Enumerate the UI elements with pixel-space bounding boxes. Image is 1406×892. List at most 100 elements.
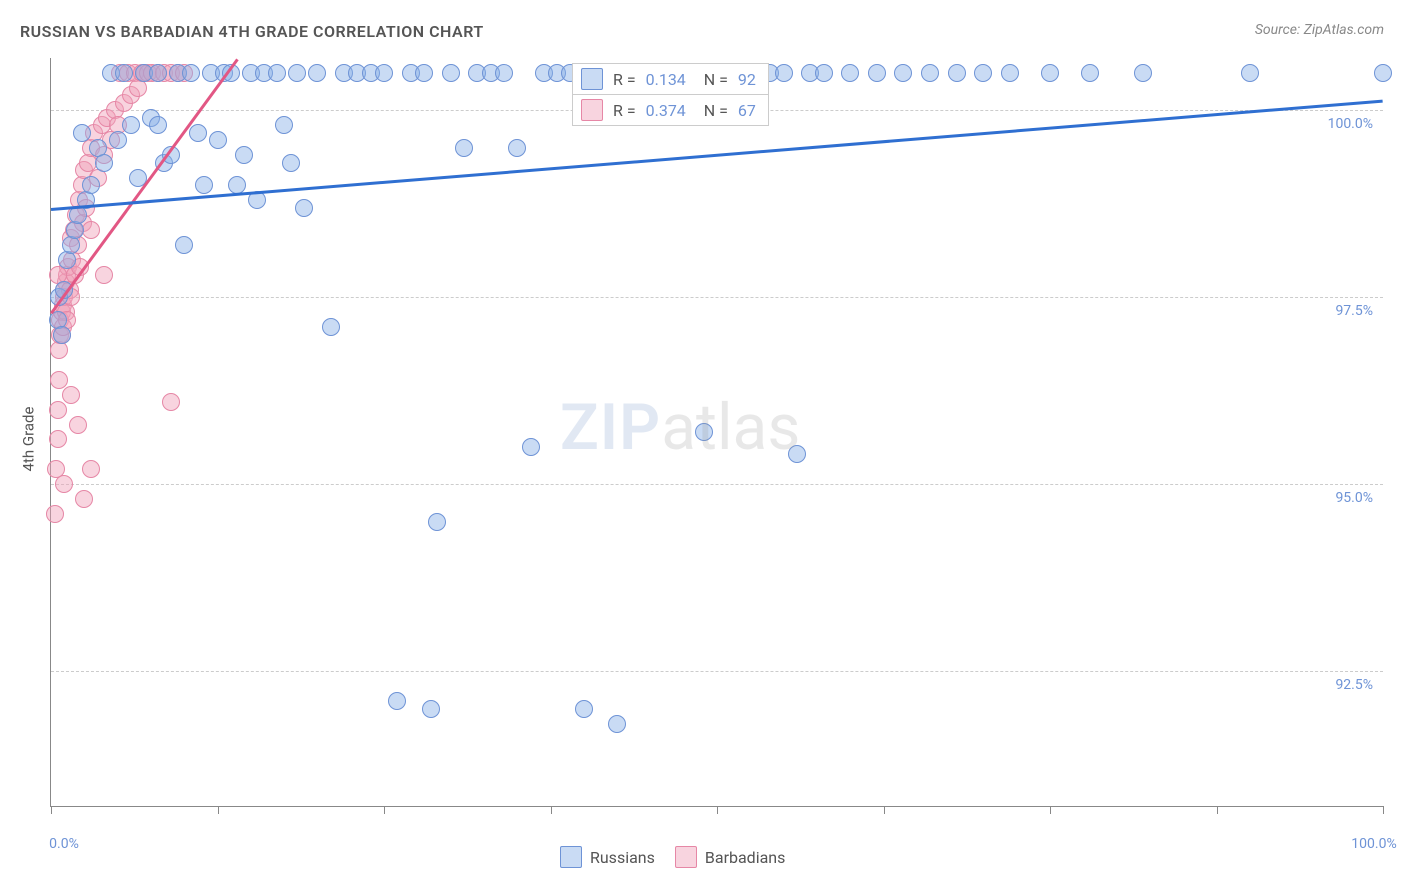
- russians-point: [775, 64, 793, 82]
- russians-point: [1374, 64, 1392, 82]
- russians-point: [841, 64, 859, 82]
- russians-point: [1041, 64, 1059, 82]
- russians-point: [195, 176, 213, 194]
- russians-point: [295, 199, 313, 217]
- russians-point: [788, 445, 806, 463]
- legend-r-label: R =: [613, 70, 636, 89]
- legend-row-barbadians: R = 0.374 N = 67: [573, 94, 768, 125]
- barbadians-point: [62, 386, 80, 404]
- russians-point: [974, 64, 992, 82]
- russians-point: [428, 513, 446, 531]
- correlation-legend: R = 0.134 N = 92 R = 0.374 N = 67: [572, 63, 769, 126]
- barbadians-point: [75, 490, 93, 508]
- russians-point: [508, 139, 526, 157]
- russians-point: [209, 131, 227, 149]
- russians-point: [1241, 64, 1259, 82]
- x-tick: [1217, 806, 1218, 814]
- barbadians-point: [162, 393, 180, 411]
- russians-point: [109, 131, 127, 149]
- russians-point: [149, 64, 167, 82]
- russians-swatch-icon: [581, 68, 603, 90]
- barbadians-swatch-icon: [675, 846, 697, 868]
- russians-point: [288, 64, 306, 82]
- russians-point: [1134, 64, 1152, 82]
- legend-n-label: N =: [696, 70, 728, 89]
- x-tick: [51, 806, 52, 814]
- y-tick-label: 95.0%: [1335, 490, 1373, 506]
- russians-point: [308, 64, 326, 82]
- russians-point: [422, 700, 440, 718]
- russians-swatch-icon: [560, 846, 582, 868]
- y-tick-label: 92.5%: [1335, 677, 1373, 693]
- russians-point: [189, 124, 207, 142]
- russians-point: [894, 64, 912, 82]
- russians-point: [1001, 64, 1019, 82]
- gridline: [51, 297, 1383, 298]
- plot-area: 92.5%95.0%97.5%100.0%: [50, 58, 1383, 807]
- legend-label-barbadians: Barbadians: [705, 848, 786, 867]
- russians-point: [522, 438, 540, 456]
- x-label-min: 0.0%: [49, 836, 79, 852]
- y-axis-label: 4th Grade: [19, 407, 37, 472]
- russians-point: [275, 116, 293, 134]
- russians-point: [268, 64, 286, 82]
- russians-point: [455, 139, 473, 157]
- x-tick: [384, 806, 385, 814]
- barbadians-swatch-icon: [581, 99, 603, 121]
- russians-point: [53, 326, 71, 344]
- x-tick: [1050, 806, 1051, 814]
- legend-r-label: R =: [613, 101, 636, 120]
- russians-point: [1081, 64, 1099, 82]
- source-label: Source: ZipAtlas.com: [1255, 22, 1384, 38]
- legend-n-value-barbadians: 67: [738, 101, 756, 120]
- russians-point: [122, 116, 140, 134]
- russians-point: [375, 64, 393, 82]
- russians-point: [282, 154, 300, 172]
- russians-point: [175, 236, 193, 254]
- legend-n-label: N =: [696, 101, 728, 120]
- gridline: [51, 484, 1383, 485]
- russians-point: [695, 423, 713, 441]
- x-tick: [717, 806, 718, 814]
- russians-point: [82, 176, 100, 194]
- chart-title: RUSSIAN VS BARBADIAN 4TH GRADE CORRELATI…: [20, 22, 484, 41]
- barbadians-point: [55, 475, 73, 493]
- legend-label-russians: Russians: [590, 848, 655, 867]
- russians-point: [73, 124, 91, 142]
- legend-r-value-barbadians: 0.374: [646, 101, 686, 120]
- legend-row-russians: R = 0.134 N = 92: [573, 64, 768, 94]
- russians-point: [115, 64, 133, 82]
- russians-point: [575, 700, 593, 718]
- russians-point: [182, 64, 200, 82]
- legend-item-russians: Russians: [560, 846, 655, 868]
- legend-n-value-russians: 92: [738, 70, 756, 89]
- x-tick: [551, 806, 552, 814]
- x-tick: [1383, 806, 1384, 814]
- x-label-max: 100.0%: [1351, 836, 1396, 852]
- x-tick: [218, 806, 219, 814]
- russians-point: [815, 64, 833, 82]
- barbadians-point: [69, 416, 87, 434]
- legend-r-value-russians: 0.134: [646, 70, 686, 89]
- barbadians-point: [82, 460, 100, 478]
- russians-point: [608, 715, 626, 733]
- x-tick: [884, 806, 885, 814]
- russians-point: [235, 146, 253, 164]
- barbadians-point: [49, 401, 67, 419]
- legend-item-barbadians: Barbadians: [675, 846, 786, 868]
- barbadians-point: [95, 266, 113, 284]
- gridline: [51, 671, 1383, 672]
- russians-point: [948, 64, 966, 82]
- barbadians-point: [46, 505, 64, 523]
- barbadians-point: [49, 430, 67, 448]
- series-legend: Russians Barbadians: [560, 846, 785, 868]
- barbadians-point: [82, 221, 100, 239]
- russians-point: [921, 64, 939, 82]
- russians-point: [415, 64, 433, 82]
- russians-point: [495, 64, 513, 82]
- y-tick-label: 100.0%: [1328, 116, 1373, 132]
- russians-point: [868, 64, 886, 82]
- russians-point: [388, 692, 406, 710]
- russians-point: [95, 154, 113, 172]
- russians-point: [442, 64, 460, 82]
